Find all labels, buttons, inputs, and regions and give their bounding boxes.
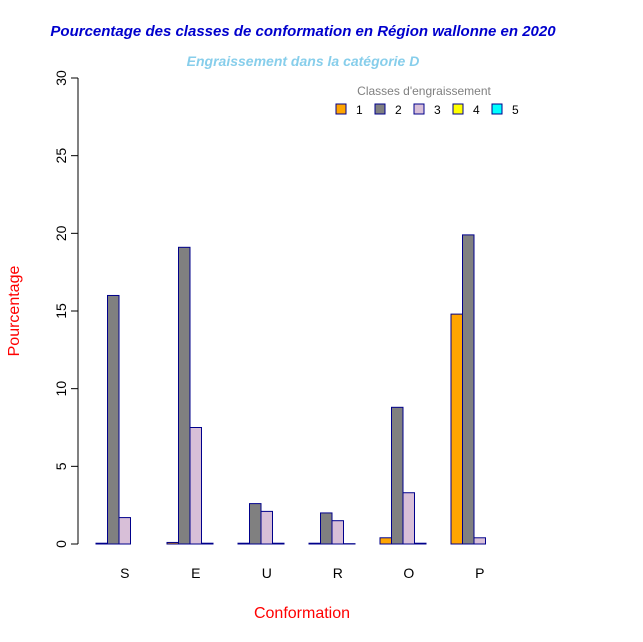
bar-O-class-4 — [414, 542, 427, 545]
legend-label-2: 2 — [395, 103, 402, 117]
legend-label-4: 4 — [473, 103, 480, 117]
legend-swatch-3 — [413, 103, 425, 115]
y-tick-label: 0 — [53, 540, 69, 548]
x-tick-label-U: U — [262, 565, 272, 581]
bar-P-class-3 — [473, 537, 486, 545]
bar-S-class-1 — [95, 542, 108, 545]
x-tick-label-S: S — [120, 565, 129, 581]
bar-S-class-3 — [118, 517, 131, 545]
bar-U-class-4 — [272, 542, 285, 545]
x-tick-label-E: E — [191, 565, 200, 581]
legend-label-5: 5 — [512, 103, 519, 117]
y-tick-label: 25 — [53, 148, 69, 164]
bar-O-class-1 — [379, 537, 392, 545]
legend-swatch-5 — [491, 103, 503, 115]
bar-S-class-2 — [107, 294, 120, 545]
x-tick-label-P: P — [475, 565, 484, 581]
bar-U-class-1 — [237, 542, 250, 545]
bar-E-class-2 — [178, 246, 191, 545]
chart-subtitle: Engraissement dans la catégorie D — [187, 53, 420, 69]
bar-P-class-2 — [462, 234, 475, 545]
legend-label-1: 1 — [356, 103, 363, 117]
y-tick-label: 10 — [53, 381, 69, 397]
legend-swatch-2 — [374, 103, 386, 115]
chart-title: Pourcentage des classes de conformation … — [50, 23, 556, 40]
legend-swatch-1 — [335, 103, 347, 115]
y-axis: 0 5 10 15 20 25 30 — [53, 70, 79, 548]
y-tick-label: 15 — [53, 303, 69, 319]
legend: Classes d'engraissement 1 2 3 4 5 — [335, 84, 519, 117]
legend-title: Classes d'engraissement — [357, 84, 491, 98]
bar-E-class-1 — [166, 541, 179, 545]
bar-P-class-1 — [450, 313, 463, 545]
bar-U-class-2 — [249, 503, 262, 545]
bars-group — [95, 234, 486, 545]
y-tick-label: 20 — [53, 225, 69, 241]
bar-E-class-3 — [189, 427, 202, 545]
x-axis-label: Conformation — [254, 605, 350, 622]
bar-R-class-1 — [308, 542, 321, 545]
x-tick-label-O: O — [403, 565, 414, 581]
bar-R-class-2 — [320, 512, 333, 545]
y-tick-label: 30 — [53, 70, 69, 86]
bar-U-class-3 — [260, 510, 273, 545]
bar-O-class-2 — [391, 406, 404, 545]
bar-O-class-3 — [402, 492, 415, 545]
legend-swatch-4 — [452, 103, 464, 115]
bar-R-class-3 — [331, 520, 344, 545]
x-tick-label-R: R — [333, 565, 343, 581]
legend-label-3: 3 — [434, 103, 441, 117]
bar-E-class-4 — [201, 542, 214, 545]
y-tick-label: 5 — [53, 462, 69, 470]
y-axis-label: Pourcentage — [6, 266, 23, 357]
